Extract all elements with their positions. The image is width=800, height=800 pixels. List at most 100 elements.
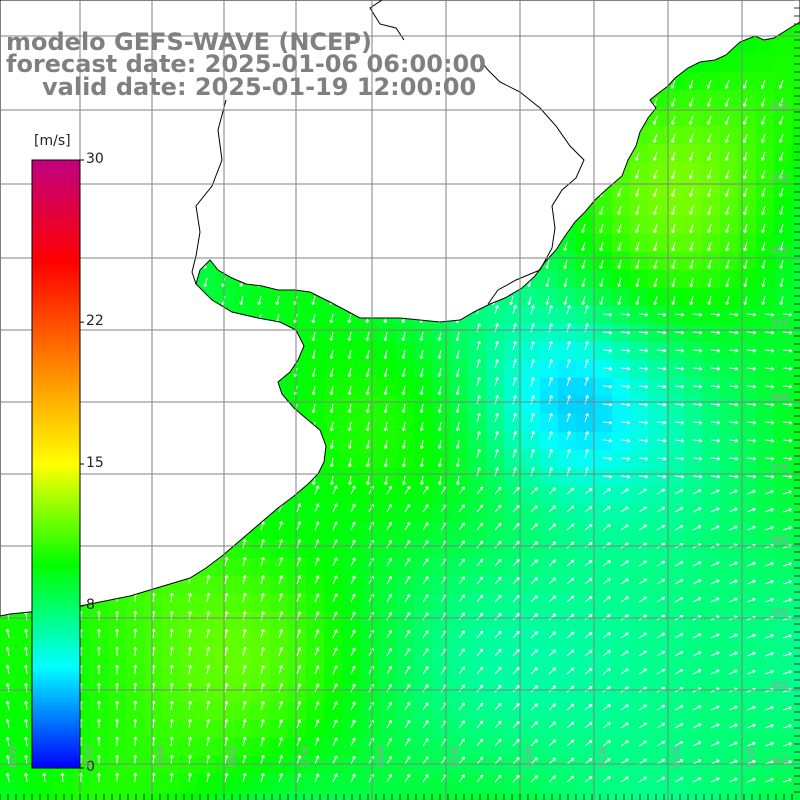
speed-cell [162,756,181,775]
speed-cell [486,522,505,541]
speed-cell [666,432,685,451]
speed-cell [522,738,541,757]
speed-cell [486,450,505,469]
speed-cell [720,360,739,379]
speed-cell [450,612,469,631]
speed-cell [720,108,739,127]
speed-cell [756,630,775,649]
speed-cell [792,594,800,613]
speed-cell [252,594,271,613]
speed-cell [270,594,289,613]
speed-cell [378,666,397,685]
speed-cell [720,702,739,721]
speed-cell [792,54,800,73]
speed-cell [792,72,800,91]
speed-cell [396,702,415,721]
speed-cell [792,504,800,523]
speed-cell [774,432,793,451]
speed-cell [540,414,559,433]
speed-cell [774,378,793,397]
speed-cell [216,288,235,307]
speed-cell [684,396,703,415]
speed-cell [612,432,631,451]
speed-cell [774,468,793,487]
speed-cell [378,504,397,523]
speed-cell [756,414,775,433]
speed-cell [702,540,721,559]
speed-cell [360,360,379,379]
speed-cell [702,666,721,685]
speed-cell [720,324,739,343]
speed-cell [630,450,649,469]
speed-cell [306,360,325,379]
speed-cell [216,576,235,595]
speed-cell [792,756,800,775]
speed-cell [756,198,775,217]
speed-cell [306,720,325,739]
speed-cell [684,126,703,145]
speed-cell [504,612,523,631]
speed-cell [468,612,487,631]
speed-cell [522,468,541,487]
speed-cell [774,450,793,469]
speed-cell [648,216,667,235]
speed-cell [486,468,505,487]
speed-cell [252,702,271,721]
speed-cell [126,720,145,739]
speed-cell [306,666,325,685]
speed-cell [720,378,739,397]
speed-cell [594,216,613,235]
speed-cell [486,396,505,415]
speed-cell [792,486,800,505]
speed-cell [774,594,793,613]
speed-cell [324,684,343,703]
speed-cell [774,324,793,343]
latitude-label: 33S [770,173,790,184]
speed-cell [486,666,505,685]
speed-cell [774,270,793,289]
speed-cell [450,702,469,721]
speed-cell [738,684,757,703]
speed-cell [594,360,613,379]
speed-cell [378,684,397,703]
speed-cell [522,684,541,703]
speed-cell [720,144,739,163]
speed-cell [648,450,667,469]
speed-cell [540,450,559,469]
speed-cell [396,540,415,559]
speed-cell [396,558,415,577]
colorbar-gradient [31,159,81,769]
speed-cell [666,414,685,433]
speed-cell [792,684,800,703]
speed-cell [342,702,361,721]
speed-cell [162,648,181,667]
speed-cell [270,792,289,800]
speed-cell [702,126,721,145]
speed-cell [792,468,800,487]
speed-cell [360,522,379,541]
speed-cell [108,792,127,800]
speed-cell [756,396,775,415]
speed-cell [360,648,379,667]
speed-cell [684,144,703,163]
speed-cell [630,360,649,379]
speed-cell [252,666,271,685]
speed-cell [738,774,757,793]
speed-cell [180,738,199,757]
speed-cell [504,414,523,433]
speed-cell [648,504,667,523]
speed-cell [720,630,739,649]
speed-cell [360,630,379,649]
speed-cell [306,504,325,523]
speed-cell [756,468,775,487]
speed-cell [324,666,343,685]
speed-cell [540,558,559,577]
speed-cell [684,630,703,649]
speed-cell [378,342,397,361]
speed-cell [774,216,793,235]
speed-cell [486,720,505,739]
speed-cell [666,594,685,613]
speed-cell [396,756,415,775]
speed-cell [792,162,800,181]
speed-cell [684,612,703,631]
